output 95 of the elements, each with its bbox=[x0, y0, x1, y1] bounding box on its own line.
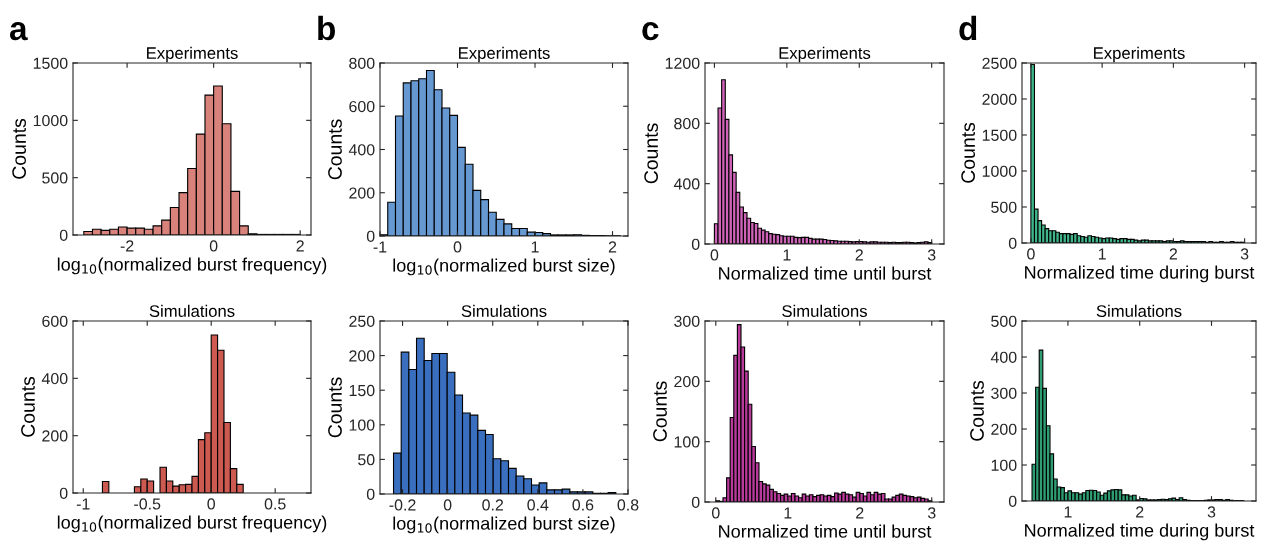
x-tick-label: 2 bbox=[608, 241, 617, 253]
y-axis-title: Counts bbox=[12, 118, 26, 179]
y-tick-label: 500 bbox=[991, 315, 1017, 327]
x-tick-label: -0.5 bbox=[134, 498, 161, 510]
y-tick-label: 400 bbox=[348, 144, 375, 156]
y-tick-label: 300 bbox=[674, 315, 700, 327]
y-tick-label: 500 bbox=[42, 172, 68, 184]
y-tick-label: 2500 bbox=[982, 57, 1017, 69]
y-tick-label: 200 bbox=[349, 350, 375, 362]
y-tick-label: 300 bbox=[991, 387, 1017, 399]
y-axis-title: Counts bbox=[644, 123, 658, 184]
chart-title: Simulations bbox=[782, 304, 867, 317]
x-tick-label: 2 bbox=[1136, 506, 1144, 518]
y-tick-label: 1200 bbox=[665, 57, 700, 69]
y-tick-label: 0 bbox=[59, 229, 68, 241]
y-axis-title: Counts bbox=[328, 119, 342, 180]
y-tick-label: 150 bbox=[349, 384, 375, 397]
y-tick-label: 0 bbox=[366, 488, 375, 500]
text: b bbox=[318, 15, 335, 41]
x-tick-label: 0 bbox=[209, 240, 218, 252]
x-tick-label: 2 bbox=[296, 240, 304, 252]
x-axis-title: log$_{10}$(normalized burst frequency) bbox=[57, 515, 327, 533]
y-axis-title: Counts bbox=[961, 122, 975, 183]
text: a bbox=[9, 22, 28, 41]
y-tick-label: 100 bbox=[674, 436, 700, 448]
chart-title: Simulations bbox=[461, 304, 547, 317]
text: c bbox=[642, 22, 659, 41]
y-tick-label: 1500 bbox=[33, 57, 68, 69]
x-tick-label: 2 bbox=[856, 507, 864, 519]
x-tick-label: 0.6 bbox=[572, 499, 594, 511]
x-axis-title: log$_{10}$(normalized burst size) bbox=[393, 258, 615, 276]
y-tick-label: 500 bbox=[991, 201, 1017, 213]
y-tick-label: 200 bbox=[991, 423, 1017, 435]
x-tick-label: -1 bbox=[373, 241, 387, 253]
x-tick-label: 2 bbox=[1169, 248, 1178, 260]
x-tick-label: 0 bbox=[1027, 248, 1035, 260]
y-tick-label: 100 bbox=[349, 419, 375, 431]
x-tick-label: 0.4 bbox=[527, 499, 549, 511]
x-axis-title: Normalized time until burst bbox=[719, 266, 932, 280]
y-axis-title: Counts bbox=[21, 376, 35, 437]
y-tick-label: 800 bbox=[674, 117, 700, 130]
y-tick-label: 200 bbox=[349, 187, 375, 199]
x-tick-label: 1 bbox=[531, 241, 539, 253]
x-axis-title: log$_{10}$(normalized burst size) bbox=[393, 516, 615, 534]
chart-title: Experiments bbox=[459, 46, 550, 63]
x-tick-label: 2 bbox=[855, 249, 863, 261]
x-tick-label: 3 bbox=[927, 249, 936, 261]
x-tick-label: 0 bbox=[453, 241, 462, 253]
x-tick-label: 0 bbox=[711, 507, 720, 519]
chart-title: Simulations bbox=[1096, 304, 1182, 317]
chart-title: Experiments bbox=[147, 46, 238, 63]
x-tick-label: 0.2 bbox=[482, 499, 504, 511]
x-tick-label: 3 bbox=[1207, 506, 1216, 518]
y-tick-label: 1500 bbox=[982, 129, 1017, 141]
y-tick-label: 800 bbox=[349, 57, 375, 69]
text: d bbox=[959, 15, 977, 41]
y-tick-label: 0 bbox=[366, 230, 375, 242]
y-tick-label: 200 bbox=[674, 375, 700, 388]
x-tick-label: 1 bbox=[784, 507, 792, 519]
chart-title: Experiments bbox=[779, 46, 871, 63]
x-tick-label: 3 bbox=[927, 507, 936, 519]
y-tick-label: 50 bbox=[358, 454, 375, 466]
y-tick-label: 400 bbox=[41, 372, 68, 385]
y-tick-label: 2000 bbox=[982, 93, 1017, 105]
x-tick-label: 0.5 bbox=[264, 498, 286, 510]
x-tick-label: 3 bbox=[1240, 248, 1249, 260]
x-tick-label: -0.2 bbox=[389, 499, 416, 511]
x-axis-title: log$_{10}$(normalized burst frequency) bbox=[57, 257, 327, 275]
y-tick-label: 600 bbox=[42, 315, 68, 327]
x-tick-label: -2 bbox=[120, 240, 134, 252]
x-axis-title: Normalized time during burst bbox=[1025, 523, 1255, 541]
y-tick-label: 1000 bbox=[982, 165, 1017, 177]
x-tick-label: 1 bbox=[783, 249, 791, 261]
x-tick-label: 0 bbox=[207, 498, 216, 510]
x-tick-label: 0 bbox=[710, 249, 719, 261]
y-tick-label: 400 bbox=[990, 351, 1017, 363]
y-tick-label: 250 bbox=[349, 315, 375, 327]
y-tick-label: 400 bbox=[673, 178, 700, 190]
x-tick-label: 1 bbox=[1064, 506, 1072, 518]
y-tick-label: 200 bbox=[42, 430, 68, 442]
x-tick-label: -1 bbox=[76, 498, 90, 510]
x-tick-label: 0.8 bbox=[617, 499, 639, 511]
y-tick-label: 1000 bbox=[33, 114, 68, 127]
chart-title: Experiments bbox=[1094, 46, 1185, 63]
y-axis-title: Counts bbox=[653, 381, 667, 442]
y-axis-title: Counts bbox=[970, 380, 984, 441]
x-axis-title: Normalized time until burst bbox=[719, 524, 932, 538]
y-tick-label: 600 bbox=[349, 100, 375, 113]
x-tick-label: 1 bbox=[1098, 248, 1106, 260]
x-axis-title: Normalized time during burst bbox=[1025, 265, 1255, 283]
y-tick-label: 0 bbox=[59, 487, 68, 499]
y-tick-label: 100 bbox=[991, 459, 1017, 471]
chart-title: Simulations bbox=[149, 304, 235, 317]
y-axis-title: Counts bbox=[328, 377, 342, 438]
x-tick-label: 0 bbox=[443, 499, 452, 511]
